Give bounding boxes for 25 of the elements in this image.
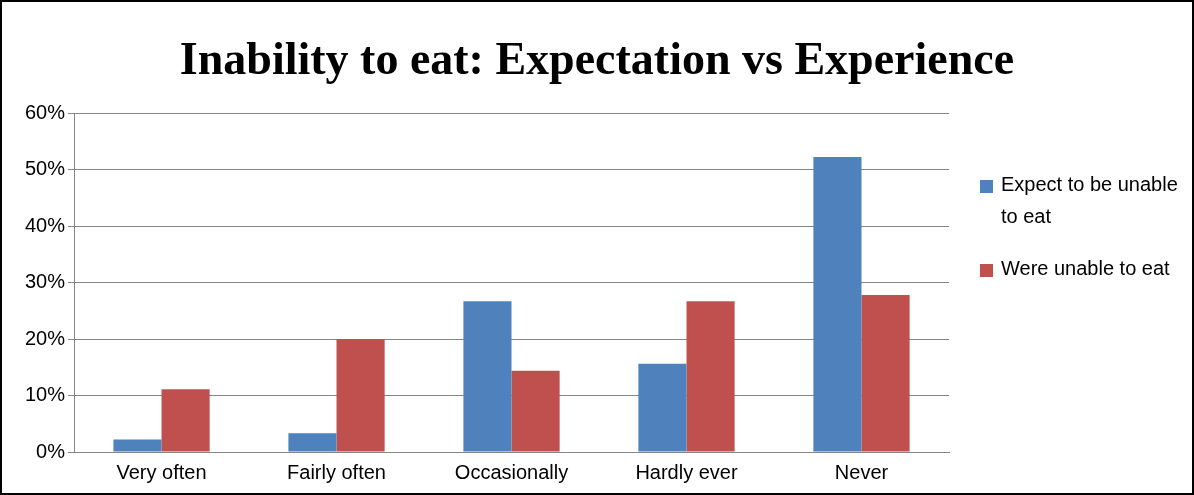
bar bbox=[463, 301, 512, 452]
x-tick-label: Occasionally bbox=[454, 460, 569, 483]
y-tick-label: 0% bbox=[36, 439, 66, 462]
bar bbox=[638, 363, 687, 452]
bar bbox=[336, 339, 385, 452]
bar bbox=[861, 294, 910, 452]
x-tick-label: Very often bbox=[116, 460, 207, 483]
bar bbox=[511, 370, 560, 452]
bar bbox=[686, 301, 735, 452]
bar bbox=[813, 157, 862, 452]
x-tick-label: Fairly often bbox=[287, 460, 386, 483]
y-tick-label: 30% bbox=[25, 270, 66, 293]
y-tick-label: 20% bbox=[25, 326, 66, 349]
bar bbox=[288, 433, 337, 452]
y-tick-label: 40% bbox=[25, 213, 66, 236]
y-tick-label: 10% bbox=[25, 383, 66, 406]
bar bbox=[113, 439, 162, 452]
chart-title: Inability to eat: Expectation vs Experience bbox=[178, 32, 1016, 85]
x-tick-label: Hardly ever bbox=[635, 460, 738, 483]
legend-label: Were unable to eat bbox=[1001, 256, 1170, 281]
legend-label: Expect to be unable to eat bbox=[1001, 172, 1179, 229]
y-tick-label: 50% bbox=[25, 157, 66, 180]
y-tick-label: 60% bbox=[25, 100, 66, 123]
x-tick-label: Never bbox=[834, 460, 889, 483]
bar bbox=[161, 389, 210, 452]
